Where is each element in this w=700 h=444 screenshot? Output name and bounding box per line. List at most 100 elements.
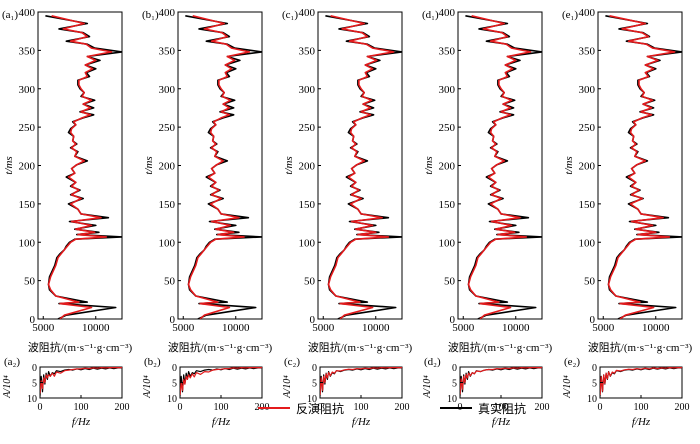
y-axis-title: A/10⁴ — [142, 375, 153, 399]
x-tick-label: 200 — [535, 402, 550, 413]
series-line-true-impedance — [180, 367, 262, 397]
x-axis-title: f/Hz — [492, 416, 511, 428]
y-tick-label: 300 — [159, 84, 176, 96]
y-tick-label: 250 — [299, 122, 316, 134]
series-line-true-impedance — [40, 367, 122, 397]
panel-label: (b₂) — [144, 356, 161, 368]
series-line-inverted-impedance — [327, 15, 395, 319]
x-tick-label: 0 — [38, 402, 43, 413]
y-tick-label: 50 — [444, 276, 456, 288]
y-tick-label: 300 — [299, 84, 316, 96]
y-tick-label: 200 — [299, 161, 316, 173]
y-tick-label: 50 — [304, 276, 316, 288]
legend: 反演阻抗 真实阻抗 — [258, 401, 526, 416]
x-tick-label: 100 — [494, 402, 509, 413]
y-tick-label: 10 — [27, 394, 37, 405]
y-tick-label: 5 — [452, 379, 457, 390]
y-tick-label: 100 — [159, 237, 176, 249]
y-tick-label: 200 — [579, 161, 596, 173]
y-tick-label: 10 — [307, 394, 317, 405]
y-tick-label: 250 — [159, 122, 176, 134]
x-axis-title: 波阻抗/(m·s⁻¹·g·cm⁻³) — [28, 340, 133, 354]
series-line-inverted-impedance — [460, 367, 542, 395]
series-line-true-impedance — [465, 15, 542, 319]
x-tick-label: 200 — [395, 402, 410, 413]
y-tick-label: 250 — [439, 122, 456, 134]
y-tick-label: 300 — [579, 84, 596, 96]
legend-label-inversion: 反演阻抗 — [296, 401, 344, 416]
y-tick-label: 100 — [299, 237, 316, 249]
series-line-inverted-impedance — [180, 367, 262, 395]
y-tick-label: 150 — [439, 199, 456, 211]
chart-panel-1: 0 50 100 150 200 250 300 350 400 5000 10000 (a₁) t/m… — [2, 7, 133, 354]
x-axis-title: f/Hz — [212, 416, 231, 428]
y-tick-label: 5 — [172, 379, 177, 390]
y-tick-label: 350 — [19, 45, 36, 57]
y-tick-label: 100 — [439, 237, 456, 249]
x-tick-label: 10000 — [222, 322, 250, 334]
series-line-inverted-impedance — [47, 15, 113, 319]
x-tick-label: 200 — [675, 402, 690, 413]
x-tick-label: 10000 — [642, 322, 670, 334]
y-tick-label: 200 — [439, 161, 456, 173]
y-tick-label: 0 — [170, 314, 176, 326]
series-line-inverted-impedance — [467, 15, 532, 319]
x-tick-label: 10000 — [362, 322, 390, 334]
y-tick-label: 0 — [172, 363, 177, 374]
y-axis-title: A/10⁴ — [282, 375, 293, 399]
x-tick-label: 0 — [598, 402, 603, 413]
y-tick-label: 10 — [447, 394, 457, 405]
panel-label: (a₂) — [4, 356, 20, 368]
y-tick-label: 50 — [584, 276, 596, 288]
y-axis-title: t/ms — [423, 156, 435, 174]
y-tick-label: 350 — [299, 45, 316, 57]
y-tick-label: 400 — [299, 7, 316, 19]
y-tick-label: 0 — [30, 314, 36, 326]
x-axis-title: f/Hz — [632, 416, 651, 428]
plot-frame — [459, 366, 543, 399]
x-tick-label: 200 — [115, 402, 130, 413]
y-tick-label: 350 — [439, 45, 456, 57]
y-tick-label: 100 — [19, 237, 36, 249]
y-tick-label: 0 — [450, 314, 456, 326]
x-tick-label: 0 — [178, 402, 183, 413]
y-tick-label: 150 — [159, 199, 176, 211]
x-tick-label: 5000 — [452, 322, 475, 334]
chart-panel-3: 0 50 100 150 200 250 300 350 400 5000 10000 (c₁) t/m… — [282, 7, 413, 354]
y-tick-label: 100 — [579, 237, 596, 249]
panel-label: (a₁) — [2, 9, 18, 21]
y-tick-label: 5 — [312, 379, 317, 390]
x-tick-label: 5000 — [172, 322, 195, 334]
x-tick-label: 100 — [74, 402, 89, 413]
x-tick-label: 5000 — [312, 322, 335, 334]
y-tick-label: 400 — [19, 7, 36, 19]
x-axis-title: f/Hz — [352, 416, 371, 428]
y-tick-label: 0 — [310, 314, 316, 326]
x-tick-label: 0 — [318, 402, 323, 413]
y-tick-label: 300 — [19, 84, 36, 96]
y-tick-label: 50 — [164, 276, 176, 288]
y-tick-label: 0 — [312, 363, 317, 374]
y-tick-label: 300 — [439, 84, 456, 96]
x-tick-label: 100 — [214, 402, 229, 413]
chart-panel-4: 0 50 100 150 200 250 300 350 400 5000 10000 (d₁) t/m… — [422, 7, 553, 354]
y-tick-label: 0 — [590, 314, 596, 326]
x-tick-label: 100 — [354, 402, 369, 413]
chart-panel-5: 0 50 100 150 200 250 300 350 400 5000 10000 (e₁) t/m… — [562, 7, 693, 354]
panel-label: (e₂) — [564, 356, 580, 368]
y-axis-title: t/ms — [283, 156, 295, 174]
x-tick-label: 10000 — [82, 322, 110, 334]
y-axis-title: A/10⁴ — [562, 375, 573, 399]
series-line-true-impedance — [605, 15, 682, 319]
y-axis-title: A/10⁴ — [2, 375, 13, 399]
panel-label: (c₁) — [282, 9, 298, 21]
x-axis-title: f/Hz — [72, 416, 91, 428]
x-tick-label: 5000 — [32, 322, 55, 334]
panel-label: (d₂) — [424, 356, 441, 368]
y-tick-label: 50 — [24, 276, 36, 288]
